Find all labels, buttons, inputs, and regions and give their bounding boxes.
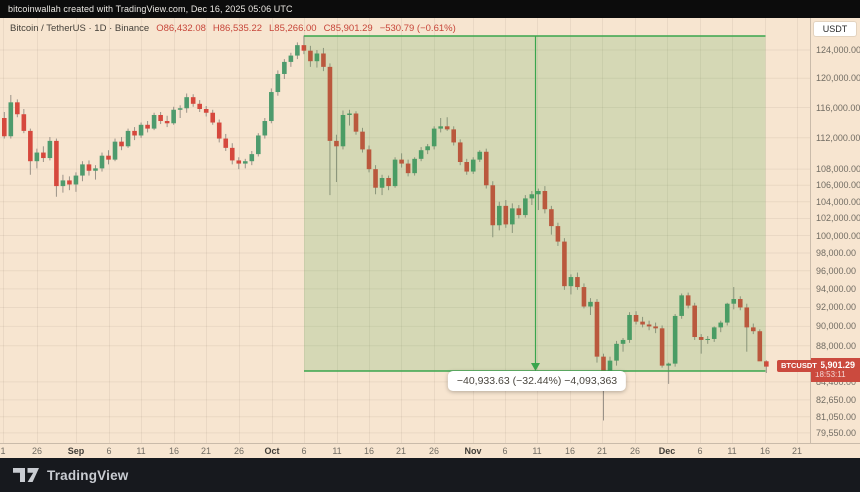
price-tick-label: 112,000.00	[816, 132, 860, 143]
current-price: 85,901.29	[815, 359, 856, 370]
price-tick-label: 82,650.00	[816, 394, 857, 405]
time-tick-label: 21	[596, 446, 608, 456]
candles	[2, 35, 769, 421]
time-tick-label: 26	[233, 446, 245, 456]
measure-box[interactable]	[304, 35, 766, 372]
time-tick-label: 11	[532, 446, 542, 456]
symbol-title[interactable]: Bitcoin / TetherUS · 1D · Binance	[10, 23, 150, 34]
price-tick-label: 120,000.00	[816, 73, 860, 84]
currency-badge: USDT	[814, 22, 856, 36]
time-tick-label: 21	[395, 446, 407, 456]
time-tick-label: 26	[629, 446, 641, 456]
time-tick-label: 21	[200, 446, 212, 456]
time-axis[interactable]: 1 26 Sep 6 11 16 21 26 Oct 6 11 16 21 26 Nov 6 11 16 21 26 D…	[0, 443, 860, 458]
time-tick-label: 21	[791, 446, 803, 456]
price-tick-label: 116,000.00	[816, 102, 860, 113]
price-tick-label: 84,400.00	[816, 376, 857, 387]
price-tick-label: 100,000.00	[816, 230, 860, 241]
ohlc-close: C85,901.29	[323, 23, 373, 34]
chart-area[interactable]: Bitcoin / TetherUS · 1D · Binance O86,432…	[0, 18, 860, 458]
price-tick-label: 79,550.00	[816, 427, 857, 438]
price-tick-label: 94,000.00	[816, 283, 857, 294]
price-tick-label: 102,000.00	[816, 213, 860, 224]
time-tick-label: 16	[564, 446, 576, 456]
attribution-text: bitcoinwallah created with TradingView.c…	[8, 4, 293, 14]
ohlc-high: H86,535.22	[212, 23, 263, 34]
time-tick-label: Sep	[67, 446, 85, 456]
tradingview-logo[interactable]: TradingView	[13, 467, 129, 483]
ohlc-open: O86,432.08	[156, 23, 206, 34]
ohlc-low: L85,266.00	[269, 23, 317, 34]
price-tick-label: 98,000.00	[816, 247, 857, 258]
price-tick-label: 92,000.00	[816, 302, 857, 313]
price-chart[interactable]	[0, 18, 810, 458]
price-tick-label: 124,000.00	[816, 45, 860, 55]
price-tick-label: 108,000.00	[816, 164, 860, 175]
time-tick-label: 11	[727, 446, 737, 456]
time-tick-label: 26	[31, 446, 43, 456]
symbol-info-row: Bitcoin / TetherUS · 1D · Binance O86,432…	[10, 23, 456, 34]
tradingview-logo-mark	[13, 467, 39, 482]
time-tick-label: 11	[332, 446, 342, 456]
time-tick-label: Dec	[658, 446, 676, 456]
tradingview-wordmark: TradingView	[47, 467, 129, 483]
time-tick-label: 16	[363, 446, 375, 456]
price-tick-label: 106,000.00	[816, 180, 860, 191]
time-tick-label: 6	[301, 446, 307, 456]
time-tick-label: 6	[106, 446, 112, 456]
price-tick-label: 88,000.00	[816, 340, 857, 351]
price-tick-label: 90,000.00	[816, 321, 857, 332]
time-tick-label: 6	[502, 446, 508, 456]
time-tick-label: 16	[168, 446, 180, 456]
attribution-bar: bitcoinwallah created with TradingView.c…	[0, 0, 860, 18]
time-tick-label: 6	[697, 446, 703, 456]
time-tick-label: Nov	[464, 446, 482, 456]
time-tick-label: 11	[136, 446, 146, 456]
price-axis[interactable]: USDT 124,000.00 120,000.00 116,000.00 112,0…	[810, 18, 860, 458]
symbol-price-flag: BTCUSDT	[777, 360, 821, 372]
time-tick-label: 26	[428, 446, 440, 456]
time-tick-label: 1	[0, 446, 6, 456]
bar-countdown: 18:53:11	[815, 370, 846, 380]
time-tick-label: Oct	[264, 446, 280, 456]
measure-tool-label[interactable]: −40,933.63 (−32.44%) −4,093,363	[447, 371, 627, 391]
price-tick-label: 104,000.00	[816, 196, 860, 207]
change-value: −530.79 (−0.61%)	[379, 23, 456, 34]
price-tick-label: 81,050.00	[816, 411, 857, 422]
time-tick-label: 16	[759, 446, 771, 456]
footer-bar: TradingView	[0, 458, 860, 492]
price-tick-label: 96,000.00	[816, 265, 857, 276]
